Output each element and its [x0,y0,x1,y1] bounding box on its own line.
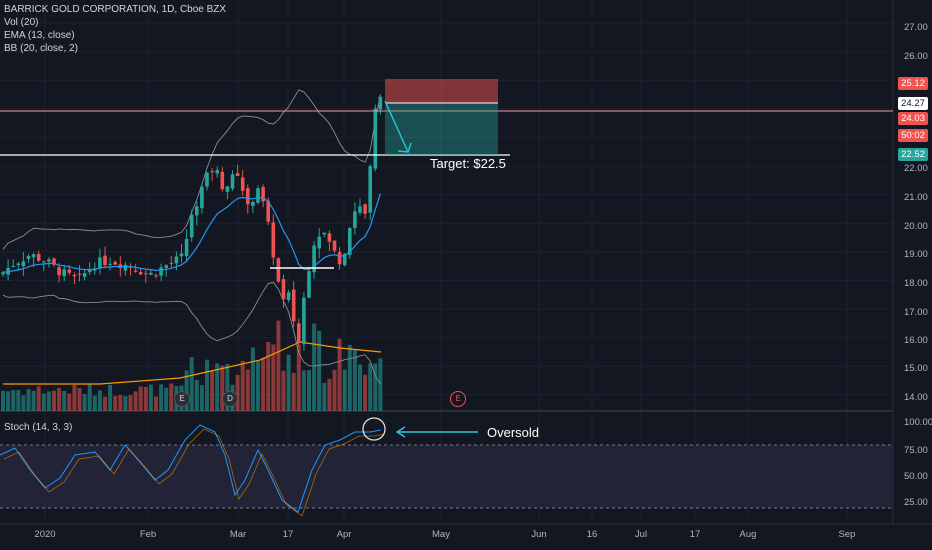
stoch-d-line [3,428,386,517]
stoch-tick: 25.00 [904,497,928,508]
oversold-arrow-head [395,426,406,438]
time-tick: 16 [586,529,598,540]
grid-lines [0,0,893,524]
time-tick: Sep [838,529,856,540]
time-tick: Jul [634,529,648,540]
time-tick: 17 [282,529,294,540]
price-tick: 18.00 [904,278,928,289]
time-tick: May [432,529,450,540]
dividend-event-icon[interactable]: D [222,391,238,407]
bollinger-lower-band [2,281,381,385]
time-tick: 17 [689,529,701,540]
oversold-callout[interactable]: Oversold [487,425,540,440]
stop-loss-zone[interactable] [385,79,498,103]
price-tick: 20.00 [904,221,928,232]
time-tick: Mar [229,529,247,540]
target-arrow[interactable] [384,100,409,153]
stoch-legend[interactable]: Stoch (14, 3, 3) [4,422,73,433]
price-tick: 26.00 [904,51,928,62]
price-tick: 14.00 [904,392,928,403]
target-callout[interactable]: Target: $22.5 [430,156,506,171]
time-tick: Aug [739,529,757,540]
last-price-badge: 24.27 [898,97,928,110]
earnings-event-icon[interactable]: E [174,391,190,407]
stoch-tick: 75.00 [904,445,928,456]
stoch-k-line [0,424,382,513]
stoch-tick: 50.00 [904,471,928,482]
time-tick: 2020 [34,529,56,540]
time-tick: Feb [139,529,157,540]
price-tick: 17.00 [904,307,928,318]
price-tick: 19.00 [904,249,928,260]
price-tick: 21.00 [904,192,928,203]
indicator-volume[interactable]: Vol (20) [4,17,39,28]
stop-price-badge: 25.12 [898,77,928,90]
price-tick: 22.00 [904,163,928,174]
price-tick: 15.00 [904,363,928,374]
price-tick: 16.00 [904,335,928,346]
stoch-band [0,445,893,508]
symbol-title[interactable]: BARRICK GOLD CORPORATION, 1D, Cboe BZX [4,4,227,15]
target-arrow-head [397,142,412,153]
time-tick: Jun [531,529,547,540]
stoch-tick: 100.00 [904,417,932,428]
time-tick: Apr [336,529,352,540]
price-tick: 27.00 [904,22,928,33]
ema-line [2,193,381,273]
candlesticks [1,96,383,351]
upcoming-earnings-event-icon[interactable]: E [450,391,466,407]
close-price-badge: 24.03 [898,112,928,125]
indicator-bollinger[interactable]: BB (20, close, 2) [4,43,78,54]
oversold-circle[interactable] [362,417,386,441]
profit-target-zone[interactable] [385,103,498,155]
target-price-badge: 22.52 [898,148,928,161]
volume-ma-line [3,341,382,385]
countdown-badge: 50:02 [898,129,928,142]
indicator-ema[interactable]: EMA (13, close) [4,30,75,41]
chart-legend: BARRICK GOLD CORPORATION, 1D, Cboe BZX V… [4,3,226,55]
